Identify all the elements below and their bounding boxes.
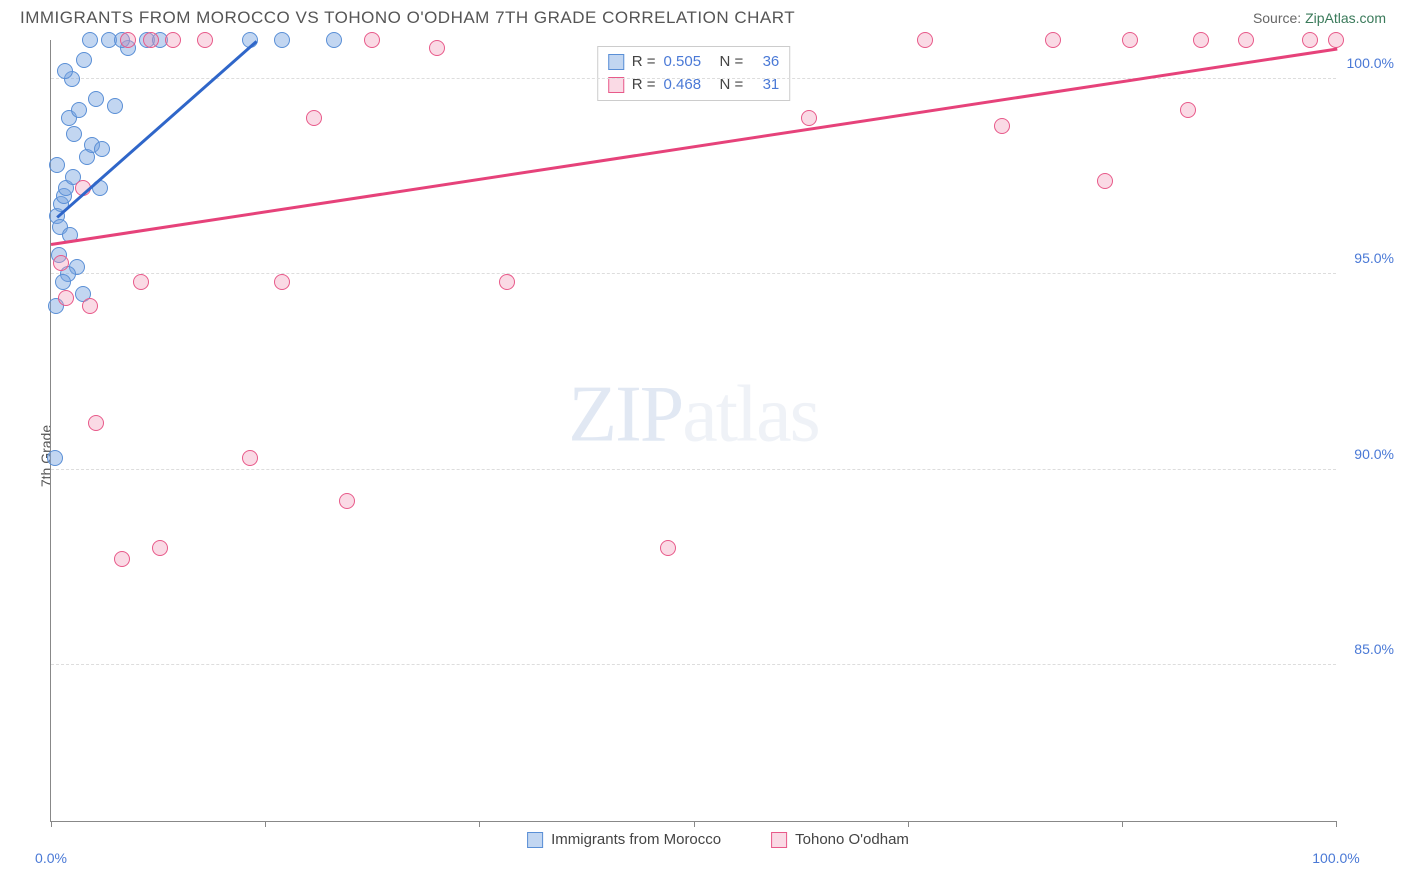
scatter-point [197, 32, 213, 48]
scatter-point [660, 540, 676, 556]
scatter-point [143, 32, 159, 48]
legend-r-label: R = [632, 51, 656, 74]
legend-r-label: R = [632, 74, 656, 97]
legend-item: Immigrants from Morocco [527, 831, 721, 848]
watermark-rest: atlas [682, 370, 819, 458]
x-tick-mark [1122, 821, 1123, 827]
scatter-point [339, 493, 355, 509]
scatter-point [1045, 32, 1061, 48]
scatter-point [82, 298, 98, 314]
scatter-point [82, 32, 98, 48]
scatter-point [114, 551, 130, 567]
scatter-point [94, 141, 110, 157]
y-tick-label: 85.0% [1340, 641, 1394, 657]
page-title: IMMIGRANTS FROM MOROCCO VS TOHONO O'ODHA… [20, 8, 795, 28]
correlation-legend: R = 0.505 N = 36 R = 0.468 N = 31 [597, 46, 791, 101]
source-attribution: Source: ZipAtlas.com [1253, 10, 1386, 26]
scatter-point [120, 32, 136, 48]
scatter-point [133, 274, 149, 290]
legend-r-value: 0.505 [664, 51, 712, 74]
x-tick-label: 100.0% [1312, 850, 1359, 866]
y-tick-label: 95.0% [1340, 250, 1394, 266]
scatter-point [107, 98, 123, 114]
scatter-point [57, 63, 73, 79]
scatter-point [66, 126, 82, 142]
scatter-point [1328, 32, 1344, 48]
chart-area: 7th Grade ZIPatlas R =0.505N =36R =0.468… [40, 40, 1396, 872]
gridline-h [51, 273, 1336, 274]
scatter-point [1122, 32, 1138, 48]
legend-n-value: 31 [751, 74, 779, 97]
scatter-point [71, 102, 87, 118]
scatter-point [306, 110, 322, 126]
y-tick-label: 100.0% [1340, 55, 1394, 71]
scatter-point [274, 274, 290, 290]
series-legend: Immigrants from Morocco Tohono O'odham [527, 831, 909, 848]
scatter-point [165, 32, 181, 48]
x-tick-mark [479, 821, 480, 827]
scatter-point [242, 450, 258, 466]
scatter-point [994, 118, 1010, 134]
legend-n-value: 36 [751, 51, 779, 74]
x-tick-label: 0.0% [35, 850, 67, 866]
scatter-point [53, 255, 69, 271]
gridline-h [51, 664, 1336, 665]
scatter-point [1302, 32, 1318, 48]
scatter-point [326, 32, 342, 48]
scatter-point [1097, 173, 1113, 189]
legend-swatch [771, 832, 787, 848]
source-label: Source: [1253, 10, 1301, 26]
legend-n-label: N = [720, 74, 744, 97]
legend-item: Tohono O'odham [771, 831, 909, 848]
header: IMMIGRANTS FROM MOROCCO VS TOHONO O'ODHA… [0, 0, 1406, 32]
legend-r-value: 0.468 [664, 74, 712, 97]
scatter-point [1193, 32, 1209, 48]
scatter-point [49, 157, 65, 173]
watermark: ZIPatlas [568, 369, 819, 460]
legend-swatch [608, 77, 624, 93]
scatter-point [55, 274, 71, 290]
x-tick-mark [265, 821, 266, 827]
legend-series-name: Immigrants from Morocco [551, 831, 721, 848]
y-tick-label: 90.0% [1340, 446, 1394, 462]
gridline-h [51, 469, 1336, 470]
x-tick-mark [51, 821, 52, 827]
x-tick-mark [694, 821, 695, 827]
x-tick-mark [1336, 821, 1337, 827]
scatter-point [917, 32, 933, 48]
legend-row: R = 0.505 N = 36 [608, 51, 780, 74]
legend-row: R = 0.468 N = 31 [608, 74, 780, 97]
scatter-point [88, 91, 104, 107]
legend-n-label: N = [720, 51, 744, 74]
scatter-point [801, 110, 817, 126]
watermark-bold: ZIP [568, 370, 682, 458]
scatter-point [364, 32, 380, 48]
scatter-point [47, 450, 63, 466]
scatter-point [274, 32, 290, 48]
legend-swatch [527, 832, 543, 848]
scatter-point [76, 52, 92, 68]
plot-region: ZIPatlas R =0.505N =36R =0.468N =31 85.0… [50, 40, 1336, 822]
scatter-point [1238, 32, 1254, 48]
scatter-point [429, 40, 445, 56]
scatter-point [58, 290, 74, 306]
x-tick-mark [908, 821, 909, 827]
scatter-point [152, 540, 168, 556]
scatter-point [1180, 102, 1196, 118]
scatter-point [499, 274, 515, 290]
source-link[interactable]: ZipAtlas.com [1305, 10, 1386, 26]
scatter-point [88, 415, 104, 431]
legend-swatch [608, 54, 624, 70]
legend-series-name: Tohono O'odham [795, 831, 909, 848]
